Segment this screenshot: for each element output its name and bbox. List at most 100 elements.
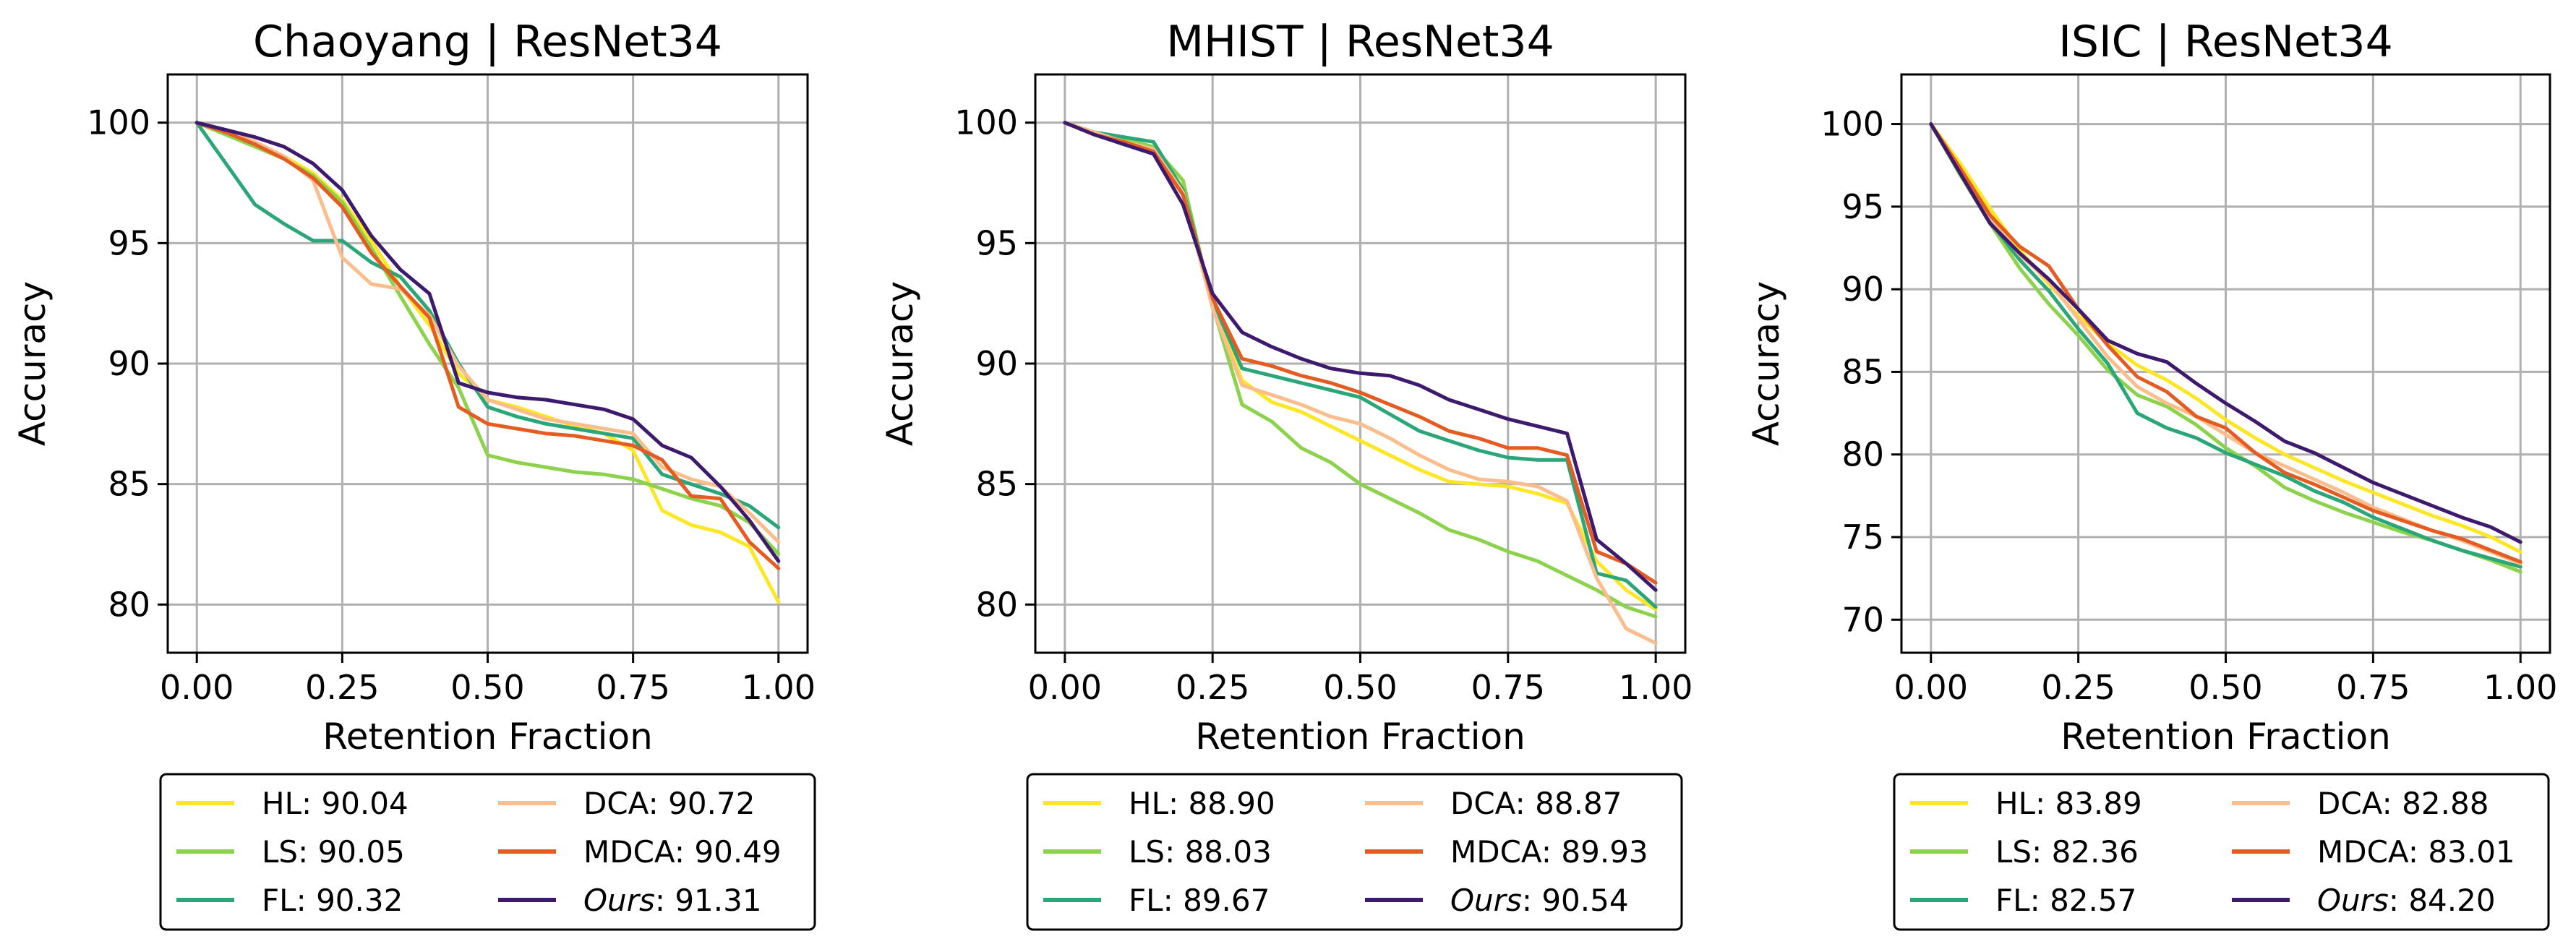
- series-line-mdca: [1063, 121, 1658, 585]
- legend-score: : 90.05: [298, 834, 405, 870]
- plot-frame: [1034, 73, 1687, 654]
- x-tick-label: 0.50: [1323, 668, 1397, 707]
- x-tick-label: 0.50: [2188, 668, 2262, 707]
- y-tick-label: 80: [1841, 435, 1884, 474]
- y-axis-label: Accuracy: [12, 281, 54, 446]
- series-line-mdca: [194, 121, 781, 570]
- legend-entry-dca: DCA: 88.87: [1450, 786, 1622, 821]
- legend-entry-dca: DCA: 90.72: [583, 786, 755, 821]
- legend-score: : 90.54: [1522, 883, 1629, 918]
- legend-score: : 90.04: [301, 786, 408, 821]
- y-tick-label: 75: [1841, 518, 1884, 557]
- legend-score: : 83.01: [2408, 834, 2515, 870]
- legend-label: DCA: [2317, 786, 2383, 821]
- legend-label: LS: [1995, 834, 2032, 870]
- legend-entry-ls: LS: 90.05: [262, 834, 405, 870]
- legend-score: : 89.93: [1541, 834, 1648, 870]
- x-axis-label: Retention Fraction: [322, 716, 653, 758]
- legend-box: [1893, 773, 2550, 931]
- y-tick-label: 90: [1841, 270, 1884, 309]
- legend-label: HL: [1995, 786, 2036, 821]
- legend-entry-ours: Ours: 84.20: [2317, 883, 2496, 918]
- legend-score: : 82.88: [2382, 786, 2489, 821]
- legend-label: Ours: [2317, 883, 2389, 918]
- y-tick-label: 95: [1841, 187, 1884, 226]
- legend-label: LS: [262, 834, 298, 870]
- x-tick-label: 0.00: [1894, 668, 1968, 707]
- chart-panel-3: 0.00 0.25 0.50 0.75 1.00 70 75 80 85 90 95 100 ISIC …: [1745, 17, 2557, 931]
- legend: HL: 83.89 LS: 82.36 FL: 82.57 DCA: 82.88 MDC…: [1893, 773, 2550, 931]
- legend-label: LS: [1129, 834, 1165, 870]
- legend-entry-hl: HL: 83.89: [1995, 786, 2142, 821]
- y-tick-label: 80: [108, 585, 150, 624]
- x-axis-label: Retention Fraction: [1195, 716, 1526, 758]
- x-axis-label: Retention Fraction: [2061, 716, 2391, 758]
- legend-entry-mdca: MDCA: 83.01: [2317, 834, 2515, 870]
- legend-entry-mdca: MDCA: 89.93: [1450, 834, 1648, 870]
- y-axis-label: Accuracy: [1745, 281, 1787, 446]
- x-tick-label: 0.50: [450, 668, 524, 707]
- legend-label: FL: [262, 883, 296, 918]
- legend-score: : 82.57: [2030, 883, 2137, 918]
- x-tick-label: 0.75: [2336, 668, 2410, 707]
- y-tick-label: 80: [975, 585, 1018, 624]
- legend-label: Ours: [583, 883, 655, 918]
- x-tick-label: 1.00: [1619, 668, 1693, 707]
- legend-entry-fl: FL: 82.57: [1995, 883, 2136, 918]
- legend-entry-mdca: MDCA: 90.49: [583, 834, 782, 870]
- series-line-mdca: [1929, 122, 2522, 564]
- legend-entry-ls: LS: 88.03: [1129, 834, 1272, 870]
- legend-label: DCA: [1450, 786, 1516, 821]
- series-line-fl: [194, 121, 781, 530]
- plot-frame: [166, 73, 809, 654]
- x-tick-label: 0.25: [305, 668, 379, 707]
- y-tick-label: 70: [1841, 600, 1884, 639]
- legend-label: FL: [1129, 883, 1163, 918]
- legend-entry-hl: HL: 90.04: [262, 786, 408, 821]
- legend-entry-ours: Ours: 90.54: [1450, 883, 1629, 918]
- legend-label: Ours: [1450, 883, 1522, 918]
- legend-score: : 90.72: [649, 786, 756, 821]
- y-tick-label: 90: [975, 344, 1018, 383]
- legend-score: : 91.31: [655, 883, 762, 918]
- x-tick-label: 0.75: [1471, 668, 1545, 707]
- y-tick-label: 85: [1841, 352, 1884, 391]
- legend-score: : 82.36: [2032, 834, 2139, 870]
- x-tick-label: 1.00: [2483, 668, 2557, 707]
- y-tick-label: 100: [1820, 105, 1884, 144]
- x-tick-label: 1.00: [742, 668, 816, 707]
- legend-box: [159, 773, 816, 931]
- legend-label: HL: [262, 786, 302, 821]
- legend-box: [1026, 773, 1683, 931]
- chart-panel-1: 0.00 0.25 0.50 0.75 1.00 80 85 90 95 100 Chaoyang …: [12, 17, 816, 931]
- x-tick-label: 0.00: [160, 668, 234, 707]
- chart-title: Chaoyang | ResNet34: [253, 17, 722, 67]
- chart-panel-2: 0.00 0.25 0.50 0.75 1.00 80 85 90 95 100 MHIST | R…: [879, 17, 1693, 931]
- x-tick-label: 0.00: [1028, 668, 1102, 707]
- legend-entry-fl: FL: 89.67: [1129, 883, 1270, 918]
- series-line-ours: [194, 121, 781, 563]
- x-tick-label: 0.25: [1176, 668, 1249, 707]
- legend-score: : 90.32: [296, 883, 403, 918]
- series-line-fl: [1929, 122, 2522, 569]
- legend-entry-ours: Ours: 91.31: [583, 883, 762, 918]
- series-line-ours: [1929, 122, 2522, 544]
- series-line-ours: [1063, 121, 1658, 592]
- legend-label: MDCA: [1450, 834, 1542, 870]
- legend-entry-fl: FL: 90.32: [262, 883, 403, 918]
- y-tick-label: 100: [954, 103, 1018, 142]
- legend-label: MDCA: [583, 834, 675, 870]
- legend-score: : 89.67: [1163, 883, 1270, 918]
- legend-entry-hl: HL: 88.90: [1129, 786, 1275, 821]
- legend-entry-dca: DCA: 82.88: [2317, 786, 2489, 821]
- legend-score: : 88.03: [1165, 834, 1272, 870]
- legend-score: : 90.49: [675, 834, 782, 870]
- x-tick-label: 0.75: [596, 668, 669, 707]
- y-tick-label: 85: [108, 465, 150, 504]
- y-axis-label: Accuracy: [879, 281, 921, 446]
- chart-title: MHIST | ResNet34: [1166, 17, 1554, 67]
- legend-score: : 88.90: [1168, 786, 1275, 821]
